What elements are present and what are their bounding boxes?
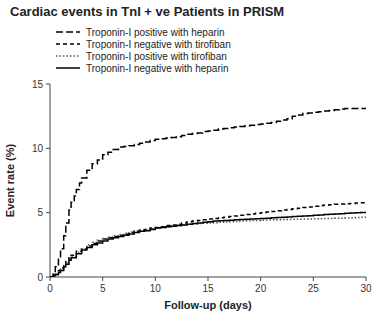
x-tick-label: 20	[255, 283, 267, 294]
legend-swatch	[56, 67, 80, 69]
y-tick-label: 10	[32, 143, 44, 154]
x-tick-label: 0	[47, 283, 53, 294]
legend: Troponin-I positive with heparinTroponin…	[56, 27, 231, 74]
x-tick	[313, 277, 314, 281]
series-line	[50, 108, 366, 277]
x-tick	[366, 277, 367, 281]
x-tick	[208, 277, 209, 281]
series-line	[50, 202, 366, 277]
y-tick-label: 15	[32, 79, 44, 90]
y-axis-label: Event rate (%)	[4, 143, 16, 217]
x-axis-label: Follow-up (days)	[164, 299, 252, 311]
chart: Cardiac events in TnI + ve Patients in P…	[0, 0, 380, 317]
legend-swatch	[56, 55, 80, 57]
legend-label: Troponin-I positive with tirofiban	[86, 51, 227, 62]
x-tick	[155, 277, 156, 281]
x-tick-label: 25	[308, 283, 320, 294]
y-axis-line	[50, 84, 51, 277]
x-tick-label: 15	[202, 283, 214, 294]
y-tick-label: 0	[37, 272, 43, 283]
x-tick-label: 30	[360, 283, 372, 294]
legend-swatch	[56, 31, 80, 33]
axes: 0 5 10 15 20 25 30 0 5 10 15	[32, 79, 372, 295]
title: Cardiac events in TnI + ve Patients in P…	[10, 4, 284, 19]
y-tick	[46, 277, 50, 278]
legend-label: Troponin-I negative with heparin	[86, 63, 229, 74]
x-tick	[260, 277, 261, 281]
x-tick-label: 5	[100, 283, 106, 294]
legend-swatch	[56, 43, 80, 45]
series-group	[50, 108, 366, 277]
y-tick	[46, 148, 50, 149]
legend-label: Troponin-I negative with tirofiban	[86, 39, 231, 50]
y-tick-label: 5	[37, 207, 43, 218]
x-tick-label: 10	[150, 283, 162, 294]
series-line	[50, 212, 366, 277]
series-line	[50, 217, 366, 277]
y-tick	[46, 212, 50, 213]
legend-label: Troponin-I positive with heparin	[86, 27, 225, 38]
y-tick	[46, 84, 50, 85]
x-tick	[102, 277, 103, 281]
x-tick	[50, 277, 51, 281]
